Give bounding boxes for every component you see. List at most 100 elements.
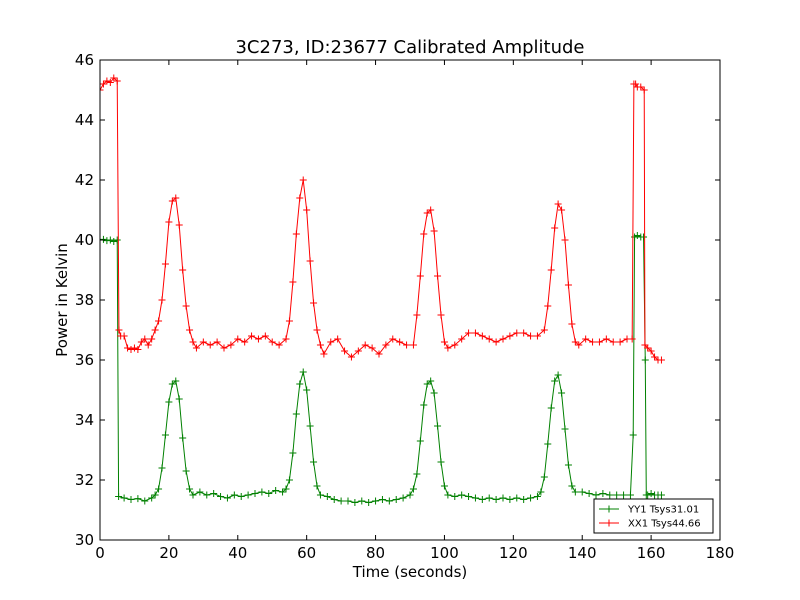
legend-box bbox=[593, 498, 714, 534]
y-tick-label-3: 36 bbox=[75, 351, 94, 369]
series-2-point-87 bbox=[520, 329, 528, 337]
series-1-point-59 bbox=[399, 494, 407, 502]
series-1-point-47 bbox=[316, 491, 324, 499]
series-1-point-25 bbox=[203, 491, 211, 499]
series-1-point-111 bbox=[644, 491, 652, 499]
series-1-point-103 bbox=[626, 491, 634, 499]
series-1-point-14 bbox=[158, 464, 166, 472]
series-2-point-39 bbox=[261, 332, 269, 340]
series-1-point-106 bbox=[633, 232, 641, 239]
series-1-point-104 bbox=[629, 431, 637, 439]
series-1-point-78 bbox=[492, 496, 500, 503]
series-1-point-112 bbox=[647, 490, 655, 497]
x-tick-label-1: 20 bbox=[159, 544, 178, 562]
series-1-point-81 bbox=[513, 494, 521, 502]
series-1-point-89 bbox=[551, 377, 559, 385]
series-1-point-95 bbox=[571, 488, 579, 496]
series-1-point-85 bbox=[537, 488, 545, 496]
series-1-point-58 bbox=[392, 496, 400, 503]
series-1-point-60 bbox=[406, 491, 414, 499]
x-tick-label-0: 0 bbox=[95, 544, 105, 562]
series-2-point-6 bbox=[115, 326, 123, 334]
series-2-point-101 bbox=[582, 335, 590, 343]
series-2-point-40 bbox=[268, 338, 276, 346]
series-2-point-19 bbox=[158, 296, 166, 304]
series-2-point-55 bbox=[334, 335, 342, 343]
series-2-point-8 bbox=[120, 332, 128, 340]
series-1-point-88 bbox=[547, 404, 555, 412]
series-2-point-11 bbox=[130, 344, 138, 352]
series-2-point-70 bbox=[423, 209, 431, 217]
series-1-point-65 bbox=[423, 380, 431, 388]
series-1-point-39 bbox=[289, 449, 297, 457]
series-2-point-69 bbox=[420, 230, 428, 238]
series-1-point-102 bbox=[620, 491, 628, 499]
series-2-point-93 bbox=[551, 224, 559, 232]
series-1-point-77 bbox=[485, 494, 493, 502]
series-2-point-97 bbox=[564, 281, 572, 289]
series-2-point-115 bbox=[644, 344, 652, 352]
series-1-point-99 bbox=[599, 490, 607, 497]
legend-label-2: XX1 Tsys44.66 bbox=[628, 519, 701, 530]
series-1-point-5 bbox=[113, 236, 121, 244]
series-2-point-104 bbox=[602, 335, 610, 343]
series-1-point-63 bbox=[416, 437, 424, 445]
series-2-point-82 bbox=[485, 335, 493, 343]
series-1-point-108 bbox=[640, 233, 648, 241]
legend-marker-1 bbox=[605, 505, 613, 513]
series-2-point-46 bbox=[296, 194, 304, 202]
series-2-point-77 bbox=[451, 341, 459, 349]
series-1-point-12 bbox=[151, 491, 159, 499]
series-2-point-45 bbox=[292, 230, 300, 238]
series-1-point-53 bbox=[358, 497, 366, 505]
series-1-point-13 bbox=[155, 485, 163, 493]
series-2-point-26 bbox=[182, 302, 190, 310]
series-2-point-50 bbox=[310, 299, 318, 307]
series-2-point-94 bbox=[554, 200, 562, 208]
series-2-point-29 bbox=[192, 344, 200, 352]
series-2-point-24 bbox=[175, 221, 183, 229]
series-2-point-99 bbox=[571, 338, 579, 346]
series-2-point-108 bbox=[628, 335, 636, 343]
series-1-point-83 bbox=[527, 494, 535, 502]
plot-frame bbox=[99, 59, 721, 541]
x-tick-label-2: 40 bbox=[228, 544, 247, 562]
series-1-point-86 bbox=[540, 473, 548, 481]
series-2-point-20 bbox=[161, 260, 169, 268]
series-1-point-75 bbox=[471, 494, 479, 502]
series-2-point-17 bbox=[151, 326, 159, 334]
series-1-point-96 bbox=[578, 488, 586, 496]
series-1-point-98 bbox=[592, 491, 600, 499]
series-1-point-38 bbox=[285, 476, 293, 484]
series-1-point-64 bbox=[420, 401, 428, 409]
series-1-point-74 bbox=[465, 493, 473, 500]
series-1-point-35 bbox=[272, 487, 280, 494]
series-1-point-27 bbox=[217, 493, 225, 500]
series-1-point-18 bbox=[172, 377, 180, 385]
series-2-point-44 bbox=[289, 278, 297, 286]
series-2-point-0 bbox=[100, 86, 104, 94]
series-1-point-62 bbox=[413, 470, 421, 478]
series-1-point-84 bbox=[533, 493, 541, 500]
series-2-point-38 bbox=[254, 335, 262, 343]
series-2-point-86 bbox=[513, 329, 521, 337]
series-1-point-15 bbox=[161, 431, 169, 439]
series-2-point-36 bbox=[241, 338, 249, 346]
series-2-point-83 bbox=[492, 338, 500, 346]
series-2-point-90 bbox=[540, 326, 548, 334]
series-1-point-22 bbox=[186, 485, 194, 493]
series-1-point-66 bbox=[427, 377, 435, 385]
series-1-point-48 bbox=[323, 493, 331, 500]
series-1-point-56 bbox=[378, 496, 386, 503]
y-tick-label-6: 42 bbox=[75, 171, 94, 189]
series-2-point-30 bbox=[199, 338, 207, 346]
y-tick-label-1: 32 bbox=[75, 471, 94, 489]
series-2-point-85 bbox=[506, 332, 514, 340]
x-tick-label-5: 100 bbox=[430, 544, 459, 562]
series-2-point-73 bbox=[434, 272, 442, 280]
series-2 bbox=[100, 74, 665, 364]
legend-label-1: YY1 Tsys31.01 bbox=[627, 505, 699, 516]
y-tick-label-2: 34 bbox=[75, 411, 94, 429]
series-2-point-47 bbox=[299, 176, 307, 184]
